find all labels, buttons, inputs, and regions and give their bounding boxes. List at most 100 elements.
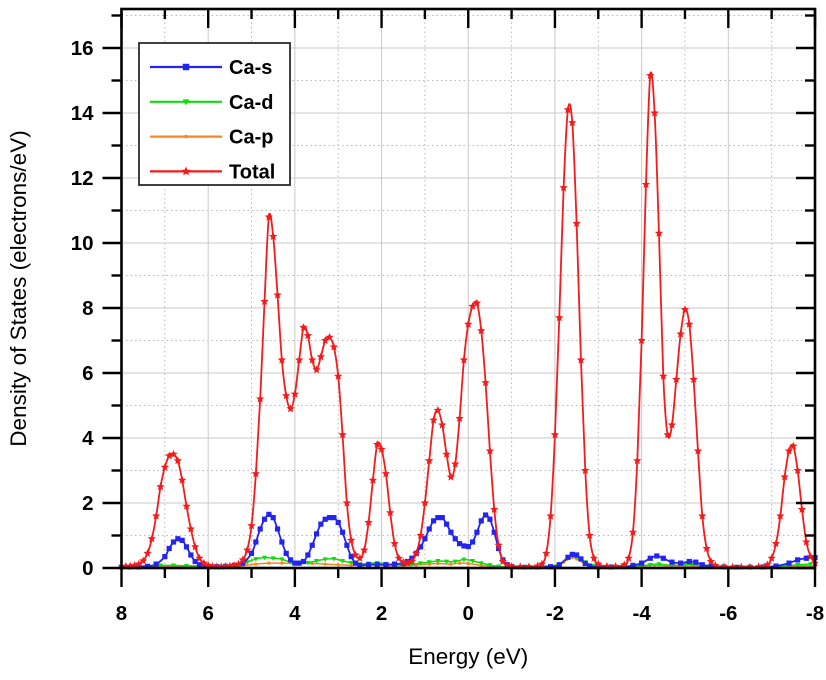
y-tick-label: 0 (82, 557, 93, 580)
triangle-down-marker-icon (171, 563, 177, 569)
square-marker-icon (153, 561, 159, 567)
triangle-down-marker-icon (470, 558, 476, 564)
square-marker-icon (183, 544, 190, 550)
series-ca-s (118, 511, 818, 570)
star-marker-icon (576, 355, 586, 364)
star-marker-icon (351, 550, 360, 559)
triangle-down-marker-icon (647, 562, 653, 568)
star-marker-icon (191, 542, 200, 551)
star-marker-icon (416, 531, 425, 539)
square-marker-icon (270, 515, 276, 521)
star-marker-icon (338, 430, 347, 439)
star-marker-icon (368, 475, 377, 484)
star-marker-icon (264, 212, 273, 221)
triangle-down-marker-icon (322, 557, 328, 562)
square-marker-icon (253, 539, 259, 545)
square-marker-icon (248, 550, 255, 556)
square-marker-icon (795, 557, 801, 563)
triangle-down-marker-icon (808, 562, 814, 567)
star-marker-icon (685, 319, 694, 328)
square-marker-icon (556, 562, 562, 568)
square-marker-icon (773, 563, 779, 569)
star-marker-icon (178, 475, 187, 484)
square-marker-icon (266, 511, 272, 517)
star-marker-icon (633, 456, 642, 465)
triangle-down-marker-icon (452, 559, 458, 565)
star-marker-icon (789, 441, 798, 450)
star-marker-icon (208, 562, 217, 570)
star-marker-icon (295, 355, 304, 364)
y-tick-label: 14 (71, 102, 94, 125)
square-marker-icon (474, 529, 480, 535)
square-marker-icon (448, 529, 454, 535)
y-tick-label: 2 (82, 492, 93, 515)
square-marker-icon (548, 564, 554, 570)
star-marker-icon (394, 553, 403, 562)
dot-marker-icon (457, 561, 462, 565)
star-marker-icon (407, 557, 417, 565)
square-marker-icon (669, 559, 675, 565)
legend-label: Ca-p (229, 127, 273, 149)
star-marker-icon (468, 302, 477, 310)
square-marker-icon (383, 562, 389, 568)
star-marker-icon (386, 508, 395, 517)
star-marker-icon (451, 459, 460, 468)
dot-marker-icon (267, 561, 271, 565)
star-marker-icon (806, 552, 815, 561)
star-marker-icon (589, 553, 599, 562)
star-marker-icon (139, 556, 148, 565)
star-marker-icon (698, 511, 707, 520)
axis-labels: 8 6 4 2 0 -2 -4 -6 -8 0 2 4 6 8 10 12 14 16 Energy (eV) Den… (6, 37, 824, 669)
triangle-down-marker-icon (478, 561, 484, 566)
star-marker-icon (498, 557, 508, 565)
star-marker-icon (706, 557, 716, 565)
star-marker-icon (802, 537, 811, 546)
square-marker-icon (417, 544, 424, 550)
square-marker-icon (699, 562, 705, 568)
square-marker-icon (487, 516, 493, 522)
star-marker-icon (373, 440, 382, 448)
y-tick-label: 16 (71, 37, 94, 60)
star-marker-icon (563, 105, 573, 114)
star-marker-icon (680, 305, 690, 314)
square-marker-icon (179, 537, 185, 543)
square-marker-icon (274, 526, 281, 532)
star-marker-icon (308, 355, 317, 364)
legend-item-ca-p: Ca-p (150, 127, 273, 149)
star-marker-icon (256, 394, 265, 403)
square-marker-icon (426, 526, 432, 532)
square-marker-icon (708, 563, 714, 569)
square-marker-icon (287, 557, 294, 563)
star-marker-icon (464, 319, 473, 328)
square-marker-icon (175, 536, 181, 542)
star-marker-icon (412, 549, 421, 557)
triangle-down-marker-icon (331, 557, 337, 562)
triangle-down-marker-icon (305, 560, 311, 566)
square-marker-icon (693, 559, 699, 565)
star-marker-icon (312, 365, 321, 374)
square-marker-icon (565, 554, 571, 560)
star-marker-icon (260, 297, 269, 305)
square-marker-icon (456, 541, 463, 547)
square-marker-icon (647, 555, 653, 561)
square-marker-icon (374, 562, 380, 568)
square-marker-icon (331, 515, 337, 521)
star-marker-icon (364, 518, 373, 526)
y-tick-label: 8 (82, 297, 93, 320)
x-tick-label: -8 (806, 602, 824, 625)
square-marker-icon (786, 560, 792, 566)
star-marker-icon (277, 355, 286, 364)
legend-label: Ca-s (229, 57, 272, 79)
triangle-down-marker-icon (340, 558, 346, 564)
star-marker-icon (399, 557, 408, 566)
square-marker-icon (660, 555, 666, 561)
square-marker-icon (352, 560, 359, 566)
square-marker-icon (582, 560, 588, 567)
triangle-down-marker-icon (795, 562, 801, 568)
star-marker-icon (286, 404, 295, 413)
star-marker-icon (169, 449, 178, 458)
square-marker-icon (144, 563, 151, 569)
star-marker-icon (494, 540, 503, 549)
star-marker-icon (641, 180, 651, 188)
